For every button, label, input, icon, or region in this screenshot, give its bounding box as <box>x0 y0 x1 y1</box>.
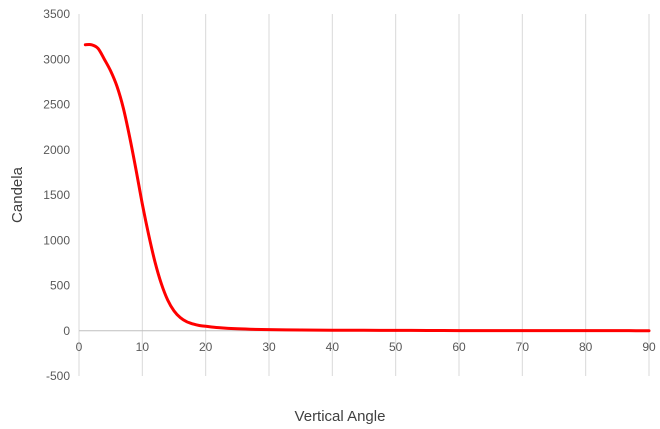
series-line-0 <box>83 43 651 333</box>
series-group <box>83 43 651 333</box>
y-tick-label-3500: 3500 <box>43 7 70 21</box>
y-tick-label-1000: 1000 <box>43 233 70 247</box>
x-tick-label-10: 10 <box>136 340 150 354</box>
x-tick-label-30: 30 <box>262 340 276 354</box>
x-tick-label-90: 90 <box>642 340 656 354</box>
x-tick-label-20: 20 <box>199 340 213 354</box>
y-tick-label-3000: 3000 <box>43 52 70 66</box>
y-tick-label-1500: 1500 <box>43 188 70 202</box>
x-tick-label-40: 40 <box>326 340 340 354</box>
y-axis-title: Candela <box>9 166 26 223</box>
x-tick-label-50: 50 <box>389 340 403 354</box>
x-tick-label-70: 70 <box>516 340 530 354</box>
gridlines <box>78 14 650 376</box>
y-tick-label-500: 500 <box>50 279 70 293</box>
x-axis-tick-labels: 0 10 20 30 40 50 60 70 80 90 <box>76 340 656 354</box>
y-axis-tick-labels: -500 0 500 1000 1500 2000 2500 3000 3500 <box>43 7 70 383</box>
x-tick-label-80: 80 <box>579 340 593 354</box>
y-tick-label-2000: 2000 <box>43 143 70 157</box>
y-tick-label-2500: 2500 <box>43 98 70 112</box>
x-tick-label-0: 0 <box>76 340 83 354</box>
x-tick-label-60: 60 <box>452 340 466 354</box>
y-tick-label-neg500: -500 <box>46 369 70 383</box>
x-axis-title: Vertical Angle <box>295 408 386 425</box>
y-tick-label-0: 0 <box>63 324 70 338</box>
